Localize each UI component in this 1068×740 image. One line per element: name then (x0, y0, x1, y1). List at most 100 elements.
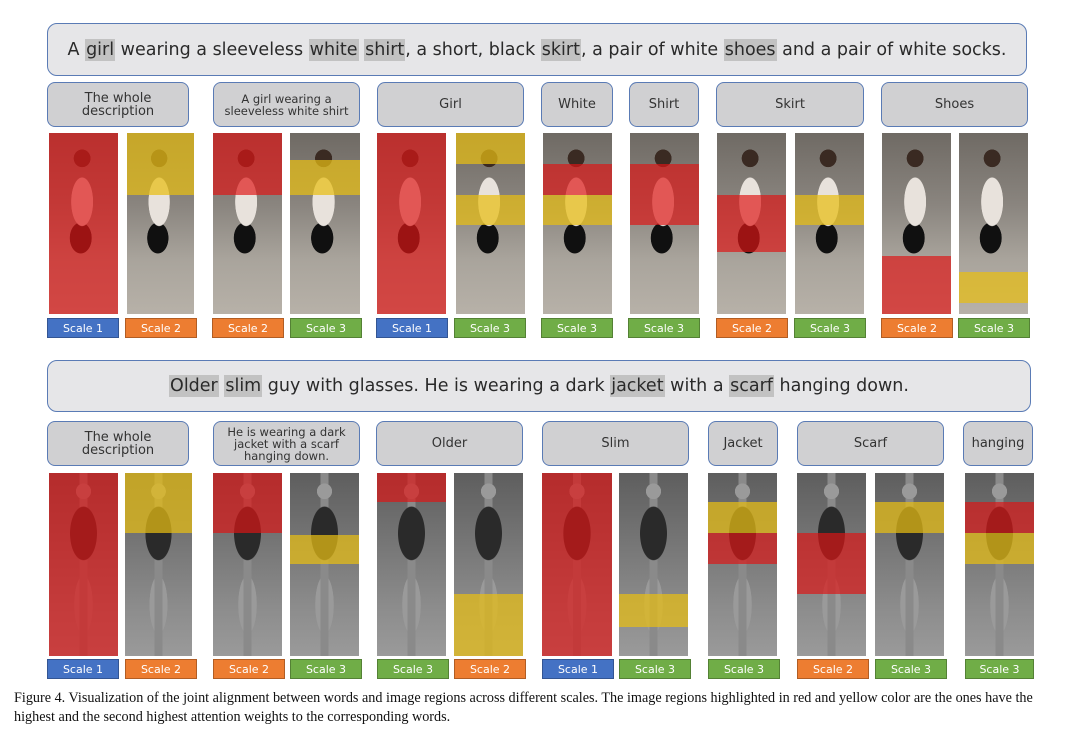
bottom-highlighted-word: scarf (729, 375, 774, 397)
top-scale-tag-1: Scale 1 (47, 318, 119, 338)
bottom-person-image-1 (49, 473, 118, 656)
red-attention-region (49, 473, 118, 656)
red-attention-region (882, 256, 951, 314)
yellow-attention-region (456, 133, 525, 164)
red-attention-region (708, 533, 777, 565)
red-attention-region (49, 133, 118, 314)
yellow-attention-region (965, 533, 1034, 565)
red-attention-region (965, 502, 1034, 534)
top-label-a-girl-wearing-a-sleeveless-wh: A girl wearing a sleeveless white shirt (213, 82, 360, 127)
bottom-scale-tag-3: Scale 2 (213, 659, 285, 679)
bottom-person-image-10 (797, 473, 866, 656)
bottom-label-scarf: Scarf (797, 421, 944, 466)
red-attention-region (213, 133, 282, 195)
top-person-image-4 (290, 133, 360, 314)
top-highlighted-word: shirt (364, 38, 406, 61)
bottom-label-jacket: Jacket (708, 421, 778, 466)
bottom-scale-tag-1: Scale 1 (47, 659, 119, 679)
top-sentence-text: , a pair of white (580, 39, 724, 60)
bottom-scale-tag-2: Scale 2 (125, 659, 197, 679)
yellow-attention-region (454, 593, 523, 656)
top-scale-tag-9: Scale 2 (716, 318, 788, 338)
top-scale-tag-4: Scale 3 (290, 318, 362, 338)
top-person-image-8 (630, 133, 699, 314)
top-sentence-text: , a short, black (405, 39, 541, 60)
red-attention-region (717, 194, 786, 253)
bottom-scale-tag-10: Scale 2 (797, 659, 869, 679)
yellow-attention-region (290, 160, 360, 195)
top-person-image-12 (959, 133, 1028, 314)
top-scale-tag-8: Scale 3 (628, 318, 700, 338)
yellow-attention-region (456, 194, 525, 226)
bottom-sentence-text: with a (664, 376, 730, 396)
bottom-person-image-6 (454, 473, 523, 656)
red-attention-region (543, 163, 612, 195)
top-highlighted-word: girl (85, 38, 116, 61)
top-person-image-9 (717, 133, 786, 314)
bottom-highlighted-word: slim (224, 375, 263, 397)
bottom-label-the-whole-description: The whole description (47, 421, 189, 466)
bottom-scale-tag-5: Scale 3 (377, 659, 449, 679)
red-attention-region (377, 473, 446, 503)
bottom-person-image-2 (125, 473, 192, 656)
top-label-shirt: Shirt (629, 82, 699, 127)
yellow-attention-region (875, 502, 944, 534)
bottom-sentence-text: guy with glasses. He is wearing a dark (262, 376, 611, 396)
top-scale-tag-3: Scale 2 (212, 318, 284, 338)
top-sentence-text: wearing a sleeveless (115, 39, 309, 60)
top-person-image-7 (543, 133, 612, 314)
bottom-person-image-3 (213, 473, 282, 656)
top-sentence-text: and a pair of white socks. (776, 39, 1007, 60)
bottom-person-image-12 (965, 473, 1034, 656)
top-label-skirt: Skirt (716, 82, 864, 127)
yellow-attention-region (959, 272, 1028, 304)
bottom-label-older: Older (376, 421, 523, 466)
bottom-scale-tag-6: Scale 2 (454, 659, 526, 679)
yellow-attention-region (619, 593, 688, 627)
top-highlighted-word: skirt (540, 38, 581, 61)
bottom-scale-tag-4: Scale 3 (290, 659, 362, 679)
top-scale-tag-5: Scale 1 (376, 318, 448, 338)
top-highlighted-word: white (308, 38, 359, 61)
top-scale-tag-11: Scale 2 (881, 318, 953, 338)
top-label-white: White (541, 82, 613, 127)
top-scale-tag-10: Scale 3 (794, 318, 866, 338)
top-label-girl: Girl (377, 82, 524, 127)
bottom-scale-tag-7: Scale 1 (542, 659, 614, 679)
bottom-sentence-text: hanging down. (773, 376, 909, 396)
yellow-attention-region (125, 473, 192, 534)
top-person-image-2 (127, 133, 194, 314)
red-attention-region (542, 473, 612, 656)
red-attention-region (213, 473, 282, 534)
bottom-label-hanging: hanging (963, 421, 1033, 466)
yellow-attention-region (543, 194, 612, 226)
yellow-attention-region (290, 535, 359, 565)
top-sentence-text: A (67, 39, 86, 60)
top-person-image-11 (882, 133, 951, 314)
red-attention-region (377, 133, 446, 314)
top-scale-tag-2: Scale 2 (125, 318, 197, 338)
red-attention-region (630, 163, 699, 226)
bottom-scale-tag-11: Scale 3 (875, 659, 947, 679)
top-scale-tag-6: Scale 3 (454, 318, 526, 338)
bottom-person-image-9 (708, 473, 777, 656)
bottom-scale-tag-12: Scale 3 (965, 659, 1034, 679)
bottom-person-image-7 (542, 473, 612, 656)
top-person-image-10 (795, 133, 864, 314)
bottom-scale-tag-9: Scale 3 (708, 659, 780, 679)
bottom-scale-tag-8: Scale 3 (619, 659, 691, 679)
bottom-person-image-5 (377, 473, 446, 656)
yellow-attention-region (795, 194, 864, 226)
top-label-the-whole-description: The whole description (47, 82, 189, 127)
top-person-image-5 (377, 133, 446, 314)
bottom-highlighted-word: jacket (610, 375, 665, 397)
top-scale-tag-12: Scale 3 (958, 318, 1030, 338)
bottom-sentence: Older slim guy with glasses. He is weari… (47, 360, 1031, 412)
top-person-image-3 (213, 133, 282, 314)
red-attention-region (797, 533, 866, 594)
bottom-person-image-8 (619, 473, 688, 656)
bottom-highlighted-word: Older (169, 375, 219, 397)
yellow-attention-region (127, 133, 194, 195)
top-scale-tag-7: Scale 3 (541, 318, 613, 338)
top-sentence: A girl wearing a sleeveless white shirt,… (47, 23, 1027, 76)
